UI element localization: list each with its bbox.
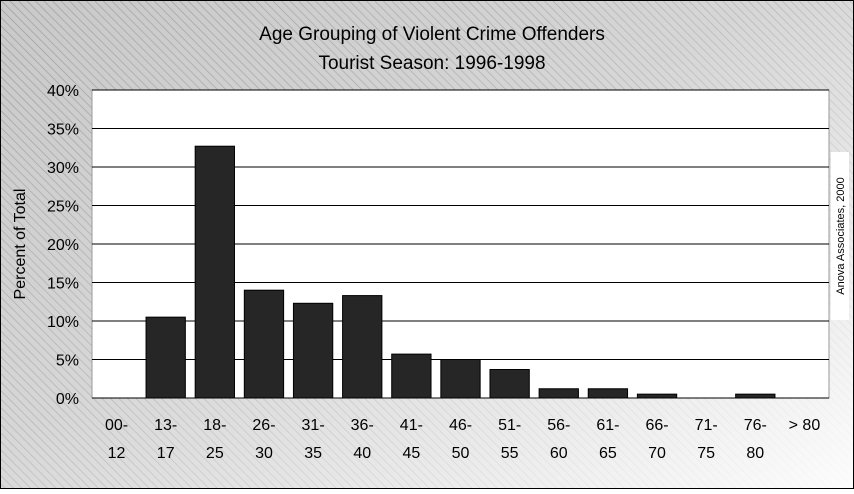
y-tick-label: 20% — [47, 237, 79, 254]
y-axis-label: Percent of Total — [12, 189, 29, 300]
x-tick-label: 76- — [744, 417, 767, 434]
bar — [243, 289, 285, 399]
x-tick-label: 65 — [599, 445, 617, 462]
y-tick-label: 35% — [47, 122, 79, 139]
x-tick-label: 45 — [402, 445, 420, 462]
x-tick-label: > 80 — [789, 417, 821, 434]
bar — [292, 302, 334, 399]
x-tick-label: 46- — [449, 417, 472, 434]
x-tick-label: 51- — [498, 417, 521, 434]
x-tick-label: 40 — [353, 445, 371, 462]
bar — [440, 359, 481, 399]
y-tick-label: 25% — [47, 199, 79, 216]
x-tick-label: 71- — [695, 417, 718, 434]
bar — [145, 316, 186, 399]
bar — [587, 388, 629, 399]
x-tick-label: 55 — [501, 445, 519, 462]
x-tick-label: 50 — [452, 445, 470, 462]
bar — [489, 369, 530, 399]
x-tick-label: 00- — [105, 417, 128, 434]
y-tick-label: 15% — [47, 276, 79, 293]
x-tick-labels: 00- 12 13- 17 18- 25 26- 30 31- 35 36- 40 41- 45 46- 50… — [105, 417, 820, 462]
x-tick-label: 17 — [157, 445, 175, 462]
y-tick-labels: 0% 5% 10% 15% 20% 25% 30% 35% 40% — [47, 83, 79, 408]
x-tick-label: 18- — [203, 417, 226, 434]
x-tick-label: 13- — [154, 417, 177, 434]
watermark: Anova Associates, 2000 — [835, 177, 847, 294]
bar — [391, 353, 432, 399]
x-tick-label: 56- — [547, 417, 570, 434]
x-tick-label: 36- — [351, 417, 374, 434]
x-tick-label: 35 — [304, 445, 322, 462]
y-tick-label: 30% — [47, 160, 79, 177]
x-tick-label: 31- — [302, 417, 325, 434]
x-tick-label: 75 — [697, 445, 715, 462]
x-tick-label: 41- — [400, 417, 423, 434]
bar — [194, 145, 235, 399]
watermark-box — [831, 152, 849, 320]
x-tick-label: 60 — [550, 445, 568, 462]
x-tick-label: 61- — [596, 417, 619, 434]
chart-subtitle: Tourist Season: 1996-1998 — [318, 53, 545, 74]
x-tick-label: 66- — [645, 417, 668, 434]
x-tick-label: 30 — [255, 445, 273, 462]
x-tick-label: 25 — [206, 445, 224, 462]
bars — [145, 145, 776, 399]
y-tick-label: 40% — [47, 83, 79, 100]
chart-title: Age Grouping of Violent Crime Offenders — [259, 24, 605, 45]
x-tick-label: 26- — [252, 417, 275, 434]
x-tick-label: 70 — [648, 445, 666, 462]
x-tick-label: 12 — [108, 445, 126, 462]
y-tick-label: 5% — [56, 353, 79, 370]
x-tick-label: 80 — [746, 445, 764, 462]
bar — [735, 393, 776, 399]
bar — [538, 388, 579, 399]
bar — [342, 295, 383, 399]
y-tick-label: 0% — [56, 391, 79, 408]
y-tick-label: 10% — [47, 314, 79, 331]
bar — [636, 393, 678, 399]
